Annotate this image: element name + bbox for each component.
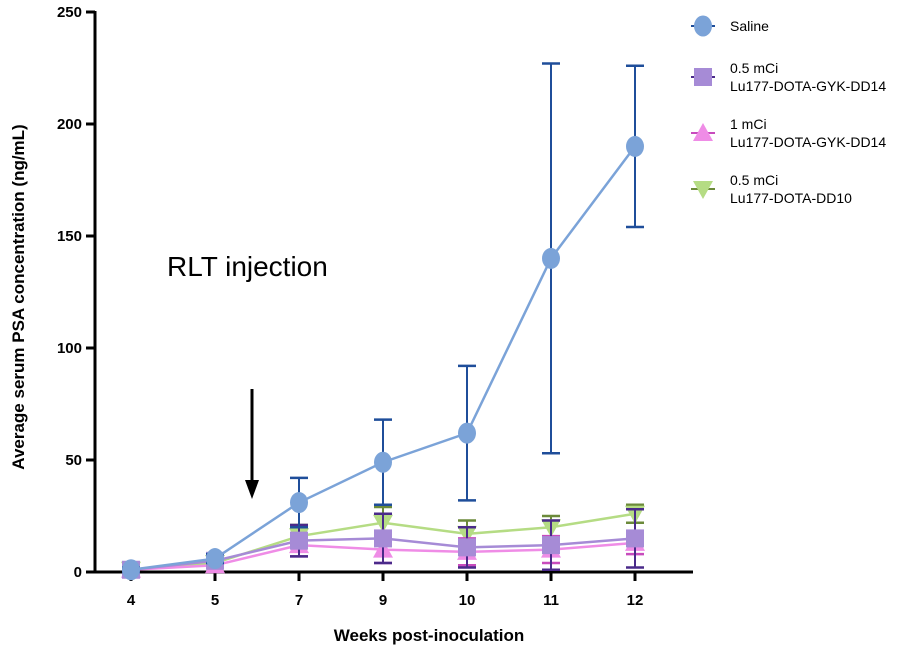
axes bbox=[93, 11, 693, 574]
series-1 bbox=[122, 508, 644, 579]
y-axis-title: Average serum PSA concentration (ng/mL) bbox=[9, 124, 28, 469]
legend-label: Lu177-DOTA-DD10 bbox=[730, 190, 852, 206]
legend-item-1: 0.5 mCi Lu177-DOTA-GYK-DD14 bbox=[691, 60, 886, 94]
data-point bbox=[626, 529, 644, 548]
x-tick-label: 12 bbox=[627, 592, 644, 609]
data-point bbox=[542, 536, 560, 555]
legend-marker bbox=[694, 68, 712, 86]
y-axis-ticks: 0 50 100 150 200 250 bbox=[57, 4, 95, 581]
legend-label: Lu177-DOTA-GYK-DD14 bbox=[730, 134, 886, 150]
rlt-injection-arrow bbox=[245, 389, 259, 499]
legend-item-0: Saline bbox=[691, 15, 769, 37]
legend-label: Saline bbox=[730, 18, 769, 34]
data-point bbox=[458, 538, 476, 557]
data-point bbox=[542, 247, 560, 269]
legend-item-3: 0.5 mCi Lu177-DOTA-DD10 bbox=[691, 172, 852, 206]
y-tick-label: 250 bbox=[57, 4, 82, 21]
x-tick-label: 11 bbox=[543, 592, 559, 609]
x-tick-label: 5 bbox=[211, 592, 219, 609]
y-tick-label: 50 bbox=[65, 452, 82, 469]
legend-label: Lu177-DOTA-GYK-DD14 bbox=[730, 78, 886, 94]
series-0 bbox=[122, 62, 644, 581]
legend-label: 1 mCi bbox=[730, 116, 767, 132]
x-tick-label: 10 bbox=[459, 592, 476, 609]
legend-marker bbox=[693, 181, 713, 199]
legend-marker bbox=[693, 123, 713, 141]
legend-label: 0.5 mCi bbox=[730, 60, 778, 76]
x-tick-label: 4 bbox=[127, 592, 136, 609]
data-point bbox=[206, 548, 224, 570]
x-axis-ticks: 4 5 7 9 10 11 12 bbox=[127, 572, 644, 609]
x-tick-label: 7 bbox=[295, 592, 303, 609]
data-point bbox=[458, 422, 476, 444]
x-tick-label: 9 bbox=[379, 592, 387, 609]
rlt-injection-annotation: RLT injection bbox=[167, 251, 328, 282]
y-tick-label: 100 bbox=[57, 340, 82, 357]
data-point bbox=[374, 529, 392, 548]
legend-item-2: 1 mCi Lu177-DOTA-GYK-DD14 bbox=[691, 116, 886, 150]
data-point bbox=[626, 135, 644, 157]
legend: Saline 0.5 mCi Lu177-DOTA-GYK-DD14 1 mCi Lu1… bbox=[691, 15, 886, 206]
y-tick-label: 200 bbox=[57, 116, 82, 133]
legend-marker bbox=[694, 15, 712, 37]
data-point bbox=[122, 559, 140, 581]
series-layer bbox=[121, 62, 645, 581]
data-point bbox=[374, 451, 392, 473]
legend-label: 0.5 mCi bbox=[730, 172, 778, 188]
y-tick-label: 150 bbox=[57, 228, 82, 245]
data-point bbox=[290, 531, 308, 550]
x-axis-title: Weeks post-inoculation bbox=[334, 626, 525, 645]
y-tick-label: 0 bbox=[74, 564, 82, 581]
data-point bbox=[290, 492, 308, 514]
arrow-head bbox=[245, 480, 259, 499]
